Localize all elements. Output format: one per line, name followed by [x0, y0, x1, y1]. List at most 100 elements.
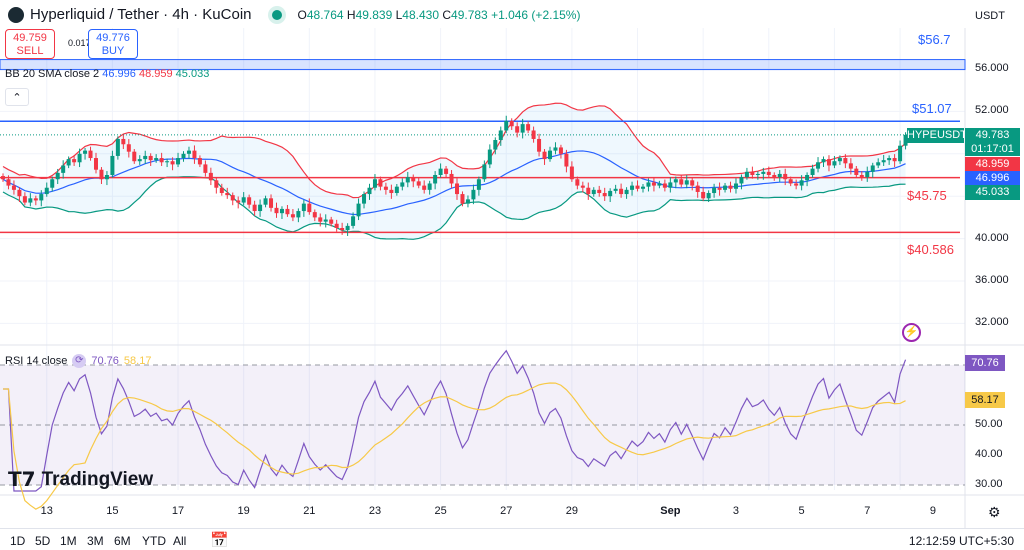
candle-up: [165, 161, 170, 163]
candle-up: [821, 159, 826, 163]
candle-countdown: 01:17:01: [971, 143, 1014, 155]
candle-up: [799, 180, 804, 186]
rsi-legend[interactable]: RSI 14 close ⟳ 70.76 58.17: [5, 354, 152, 368]
rsi-tick: 40.00: [975, 448, 1003, 460]
candle-down: [843, 158, 848, 164]
candle-up: [832, 161, 837, 166]
candle-down: [148, 155, 153, 161]
candle-up: [777, 173, 782, 178]
candle-down: [635, 185, 640, 189]
candle-down: [750, 171, 755, 175]
time-tick: 23: [368, 505, 382, 517]
candle-down: [88, 150, 93, 159]
candle-up: [837, 158, 842, 162]
sell-button[interactable]: 49.759 SELL: [5, 29, 55, 59]
candle-down: [728, 185, 733, 189]
spread-value: 0.017: [68, 38, 91, 48]
candle-up: [181, 153, 186, 159]
candle-up: [865, 171, 870, 178]
candle-up: [367, 187, 372, 195]
candle-down: [230, 195, 235, 201]
candle-down: [597, 189, 602, 194]
candle-down: [285, 208, 290, 215]
lightning-icon[interactable]: ⚡: [902, 323, 921, 342]
bb-basis-badge: 46.996: [965, 171, 1020, 185]
candle-up: [493, 140, 498, 150]
bb-legend[interactable]: BB 20 SMA close 2 46.996 48.959 45.033: [5, 68, 210, 80]
candle-up: [241, 197, 246, 203]
candle-down: [509, 120, 514, 127]
candle-down: [766, 171, 771, 175]
candle-down: [307, 203, 312, 213]
level-zone-56-7: [0, 59, 966, 71]
time-tick: 13: [40, 505, 53, 517]
range-ytd[interactable]: YTD: [142, 534, 166, 548]
collapse-legend-button[interactable]: ⌃: [5, 88, 29, 106]
candle-up: [805, 175, 810, 181]
symbol-title[interactable]: Hyperliquid / Tether · 4h · KuCoin: [30, 6, 252, 23]
candle-up: [104, 175, 109, 180]
settings-icon[interactable]: ⚙: [988, 504, 1001, 520]
candle-down: [515, 126, 520, 133]
candle-up: [487, 149, 492, 165]
candle-down: [772, 175, 777, 178]
range-1d[interactable]: 1D: [10, 534, 26, 548]
candle-down: [389, 189, 394, 194]
symbol-price-badge: HYPEUSDT: [907, 128, 967, 143]
candle-up: [356, 203, 361, 217]
clock[interactable]: 12:12:59 UTC+5:30: [908, 534, 1014, 548]
candle-up: [39, 194, 44, 201]
candle-down: [679, 179, 684, 185]
time-tick: 25: [434, 505, 447, 517]
candle-down: [854, 168, 859, 175]
candle-down: [334, 223, 339, 228]
candle-down: [192, 150, 197, 159]
range-6m[interactable]: 6M: [114, 534, 131, 548]
bb-lower-badge: 45.033: [965, 185, 1020, 200]
candle-down: [93, 158, 98, 170]
candle-up: [351, 216, 356, 226]
range-all[interactable]: All: [173, 534, 187, 548]
range-1m[interactable]: 1M: [60, 534, 77, 548]
candle-up: [362, 194, 367, 204]
candle-down: [225, 193, 230, 196]
buy-price: 49.776: [96, 32, 130, 44]
time-tick: 29: [565, 505, 578, 517]
refresh-icon[interactable]: ⟳: [72, 354, 87, 368]
candle-up: [405, 177, 410, 183]
time-tick: 27: [500, 505, 513, 517]
candle-up: [520, 124, 525, 133]
rsi-tick: 50.00: [975, 418, 1003, 430]
candle-down: [383, 186, 388, 190]
buy-button[interactable]: 49.776 BUY: [88, 29, 138, 59]
symbol-header[interactable]: Hyperliquid / Tether · 4h · KuCoin O48.7…: [8, 6, 580, 23]
level-label: $56.7: [918, 31, 951, 47]
candle-up: [744, 171, 749, 178]
rsi-ma-line: [3, 382, 906, 510]
bb-basis-line: [2, 150, 906, 216]
candle-down: [318, 217, 323, 222]
candle-up: [186, 150, 191, 154]
bb-basis-value: 46.996: [102, 68, 136, 80]
candle-down: [651, 182, 656, 186]
candle-down: [422, 185, 427, 190]
candle-down: [569, 166, 574, 180]
calendar-goto-icon[interactable]: 📅: [210, 532, 229, 549]
candle-up: [471, 189, 476, 200]
range-5d[interactable]: 5D: [35, 534, 51, 548]
candle-down: [892, 158, 897, 162]
candle-down: [219, 187, 224, 194]
price-chart[interactable]: [0, 0, 1024, 528]
currency-label[interactable]: USDT: [975, 10, 1005, 22]
candle-down: [411, 177, 416, 182]
candle-up: [548, 150, 552, 160]
price-tick: 40.000: [975, 231, 1009, 244]
hyperliquid-logo-icon: [8, 6, 24, 23]
candle-down: [537, 138, 542, 152]
candle-up: [591, 189, 596, 195]
candle-up: [723, 185, 728, 190]
candle-up: [345, 225, 350, 231]
range-3m[interactable]: 3M: [87, 534, 104, 548]
candle-down: [602, 193, 607, 197]
time-tick: 19: [237, 505, 250, 517]
